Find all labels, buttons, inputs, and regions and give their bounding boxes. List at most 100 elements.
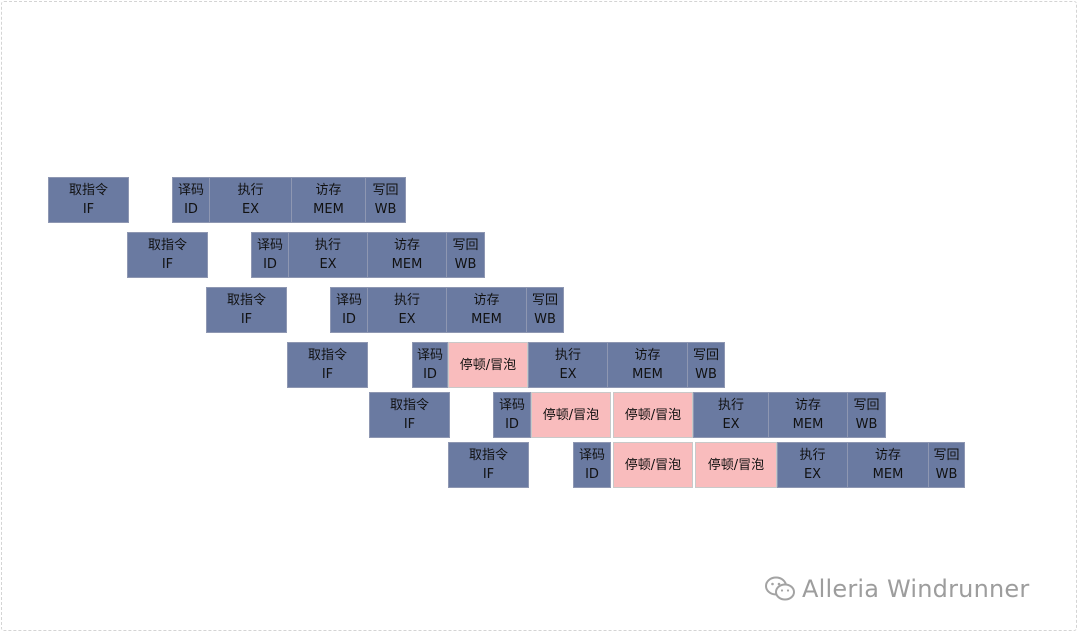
stage-abbrev: MEM — [632, 367, 663, 382]
stage-abbrev: EX — [803, 467, 822, 482]
stage-stall-row5: 停顿/冒泡 — [531, 392, 611, 438]
stage-abbrev: WB — [454, 257, 477, 272]
stage-abbrev: IF — [240, 312, 253, 327]
wechat-icon — [764, 575, 796, 603]
stage-label: 执行 — [314, 238, 341, 253]
stage-ex-row5: 执行 EX — [693, 392, 769, 438]
stage-ex-row2: 执行 EX — [289, 232, 368, 278]
stage-if-row6: 取指令 IF — [448, 442, 529, 488]
stage-abbrev: MEM — [471, 312, 502, 327]
stage-id-row2: 译码 ID — [251, 232, 289, 278]
stage-id-row5: 译码 ID — [493, 392, 531, 438]
stage-abbrev: WB — [695, 367, 717, 382]
stage-if-row5: 取指令 IF — [369, 392, 450, 438]
stage-abbrev: ID — [505, 417, 519, 432]
stage-label: 取指令 — [468, 448, 508, 463]
stage-abbrev: IF — [482, 467, 495, 482]
stage-stall-row6: 停顿/冒泡 — [613, 442, 693, 488]
stage-abbrev: EX — [241, 202, 260, 217]
stage-label: 取指令 — [147, 238, 187, 253]
stage-abbrev: ID — [263, 257, 277, 272]
stage-label: 写回 — [531, 293, 558, 308]
stage-abbrev: ID — [342, 312, 356, 327]
stage-label: 停顿/冒泡 — [459, 357, 517, 373]
stage-label: 译码 — [335, 293, 362, 308]
stage-label: 访存 — [634, 348, 661, 363]
stage-stall-row6: 停顿/冒泡 — [695, 442, 777, 488]
stage-abbrev: EX — [398, 312, 416, 327]
stage-mem-row5: 访存 MEM — [769, 392, 848, 438]
stage-label: 执行 — [799, 448, 826, 463]
stage-wb-row4: 写回 WB — [688, 342, 725, 388]
stage-abbrev: WB — [534, 312, 556, 327]
stage-stall-row5: 停顿/冒泡 — [613, 392, 693, 438]
stage-label: 停顿/冒泡 — [707, 457, 765, 473]
stage-if-row4: 取指令 IF — [287, 342, 368, 388]
stage-wb-row6: 写回 WB — [929, 442, 965, 488]
stage-id-row6: 译码 ID — [573, 442, 611, 488]
stage-label: 写回 — [853, 398, 880, 413]
stage-label: 译码 — [256, 238, 283, 253]
stage-label: 译码 — [578, 448, 605, 463]
stage-wb-row3: 写回 WB — [527, 287, 564, 333]
stage-label: 访存 — [794, 398, 821, 413]
stage-mem-row3: 访存 MEM — [447, 287, 527, 333]
stage-abbrev: EX — [319, 257, 337, 272]
stage-ex-row6: 执行 EX — [777, 442, 848, 488]
stage-abbrev: MEM — [872, 467, 904, 482]
stage-label: 执行 — [393, 293, 420, 308]
stage-if-row2: 取指令 IF — [127, 232, 208, 278]
stage-label: 访存 — [315, 183, 342, 198]
stage-mem-row6: 访存 MEM — [848, 442, 929, 488]
stage-abbrev: MEM — [391, 257, 423, 272]
stage-abbrev: WB — [374, 202, 397, 217]
watermark-text: Alleria Windrunner — [802, 575, 1030, 603]
stage-abbrev: ID — [184, 202, 198, 217]
stage-label: 译码 — [177, 183, 204, 198]
stage-if-row1: 取指令 IF — [48, 177, 129, 223]
stage-abbrev: ID — [585, 467, 599, 482]
stage-id-row3: 译码 ID — [330, 287, 368, 333]
stage-id-row1: 译码 ID — [172, 177, 210, 223]
stage-abbrev: WB — [855, 417, 878, 432]
stage-label: 取指令 — [307, 348, 347, 363]
stage-abbrev: IF — [321, 367, 334, 382]
stage-label: 执行 — [717, 398, 744, 413]
stage-ex-row1: 执行 EX — [210, 177, 292, 223]
stage-label: 访存 — [874, 448, 901, 463]
stage-abbrev: EX — [722, 417, 740, 432]
stage-mem-row1: 访存 MEM — [292, 177, 366, 223]
stage-abbrev: IF — [161, 257, 174, 272]
stage-ex-row4: 执行 EX — [528, 342, 608, 388]
stage-label: 访存 — [473, 293, 500, 308]
stage-label: 写回 — [452, 238, 479, 253]
stage-abbrev: ID — [423, 367, 437, 382]
stage-wb-row1: 写回 WB — [366, 177, 406, 223]
stage-abbrev: MEM — [792, 417, 824, 432]
stage-label: 取指令 — [389, 398, 429, 413]
stage-label: 取指令 — [68, 183, 108, 198]
stage-label: 译码 — [416, 348, 443, 363]
stage-id-row4: 译码 ID — [412, 342, 448, 388]
stage-wb-row2: 写回 WB — [447, 232, 485, 278]
stage-label: 取指令 — [226, 293, 266, 308]
stage-label: 访存 — [393, 238, 420, 253]
watermark: Alleria Windrunner — [764, 572, 1029, 606]
stage-label: 写回 — [692, 348, 719, 363]
stage-abbrev: WB — [935, 467, 958, 482]
stage-abbrev: MEM — [313, 202, 344, 217]
stage-label: 停顿/冒泡 — [624, 457, 682, 473]
stage-mem-row4: 访存 MEM — [608, 342, 688, 388]
stage-label: 写回 — [372, 183, 399, 198]
stage-label: 停顿/冒泡 — [624, 407, 682, 423]
stage-label: 停顿/冒泡 — [542, 407, 600, 423]
stage-if-row3: 取指令 IF — [206, 287, 287, 333]
stage-abbrev: IF — [403, 417, 416, 432]
stage-mem-row2: 访存 MEM — [368, 232, 447, 278]
stage-label: 执行 — [554, 348, 581, 363]
stage-label: 执行 — [237, 183, 264, 198]
stage-wb-row5: 写回 WB — [848, 392, 886, 438]
stage-stall-row4: 停顿/冒泡 — [448, 342, 528, 388]
stage-abbrev: IF — [82, 202, 95, 217]
